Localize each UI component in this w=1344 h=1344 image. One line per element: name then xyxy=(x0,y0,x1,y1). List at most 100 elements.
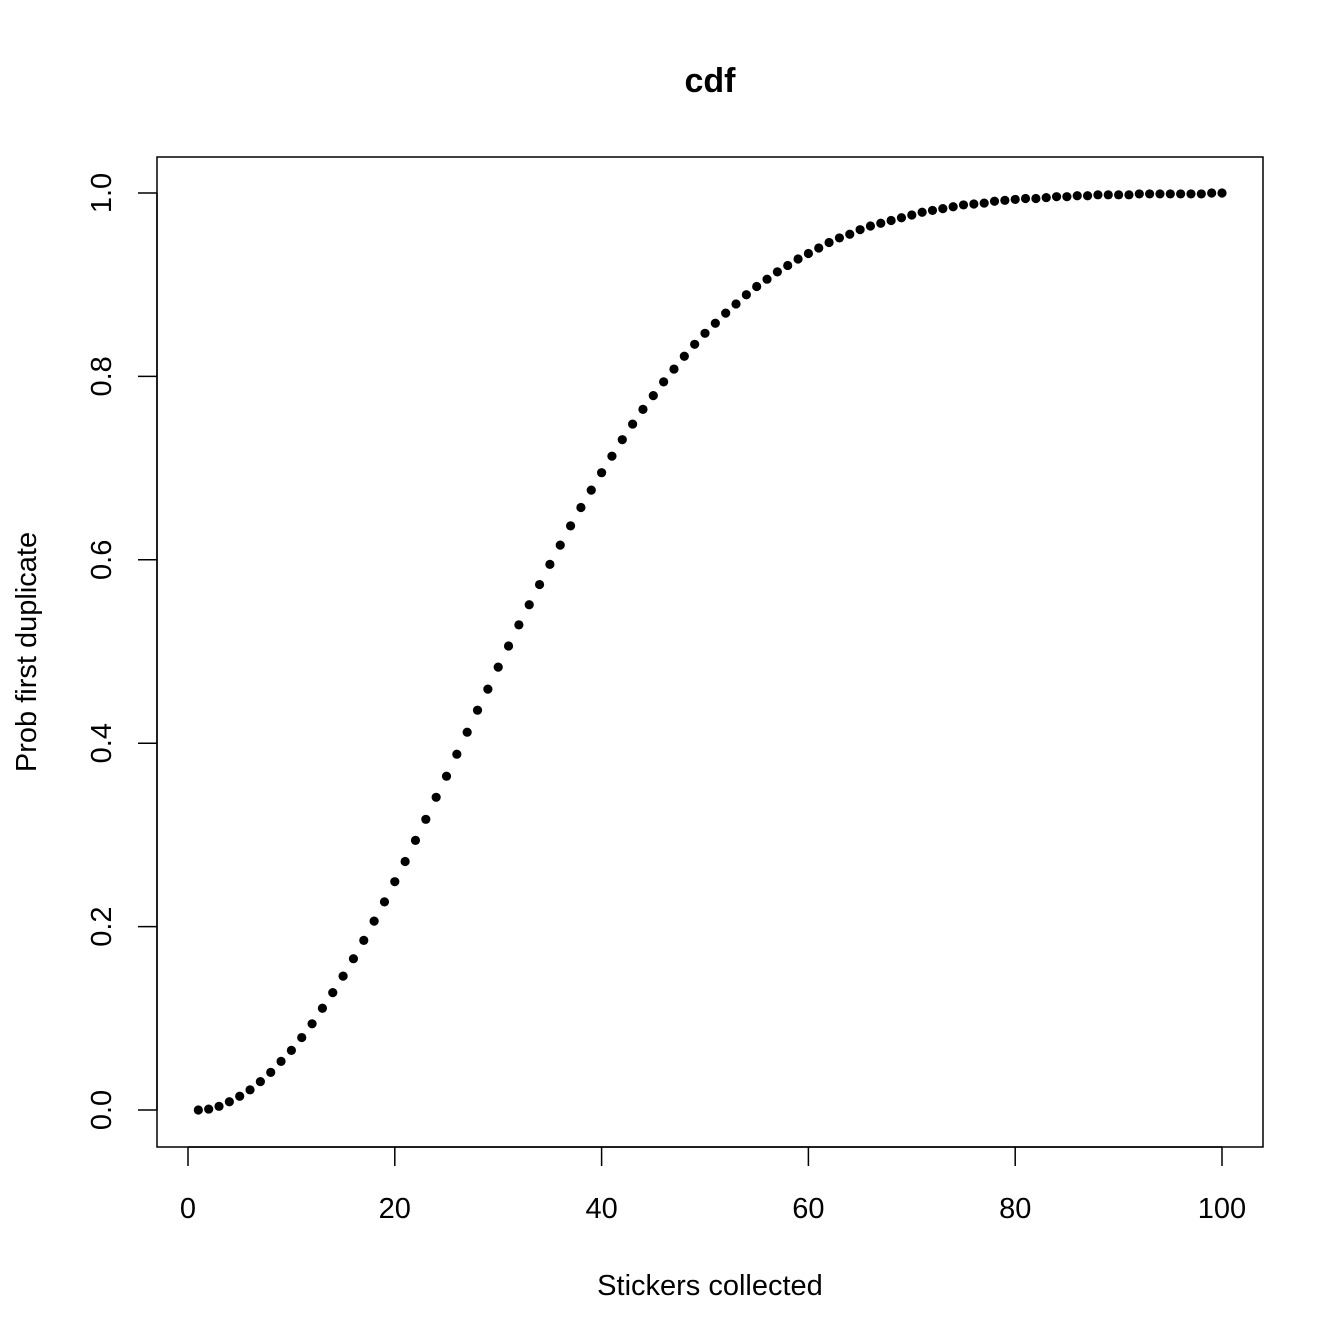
data-point xyxy=(514,620,524,630)
data-point xyxy=(731,299,741,309)
data-point xyxy=(534,579,545,590)
data-point xyxy=(865,221,876,231)
data-point xyxy=(565,521,576,531)
data-point xyxy=(255,1076,265,1087)
data-point xyxy=(700,328,710,338)
x-tick-label: 80 xyxy=(999,1193,1031,1225)
data-point xyxy=(276,1056,286,1066)
data-point xyxy=(245,1085,255,1095)
data-point xyxy=(710,318,720,328)
data-point xyxy=(297,1032,307,1043)
data-point xyxy=(1165,189,1175,199)
data-point xyxy=(286,1045,296,1055)
data-point xyxy=(762,274,772,284)
data-point xyxy=(1041,192,1051,203)
data-point xyxy=(193,1105,203,1115)
data-point xyxy=(317,1003,328,1013)
data-point xyxy=(907,210,917,220)
data-point xyxy=(824,237,834,248)
x-axis: 0 20 40 60 80 100 xyxy=(180,1146,1246,1225)
data-point xyxy=(741,290,751,300)
data-point xyxy=(338,971,348,981)
data-point xyxy=(721,308,731,318)
data-point xyxy=(328,988,338,998)
plot-frame xyxy=(156,156,1264,1148)
data-point xyxy=(307,1019,317,1029)
y-axis-label: Prob first duplicate xyxy=(11,532,43,772)
data-point xyxy=(679,351,689,361)
data-point xyxy=(400,856,410,867)
data-point xyxy=(224,1097,234,1107)
x-axis-label: Stickers collected xyxy=(597,1270,823,1302)
data-point xyxy=(669,364,679,374)
data-point xyxy=(628,419,638,429)
y-axis: 0.0 0.2 0.4 0.6 0.8 1.0 xyxy=(86,173,158,1130)
data-point xyxy=(1176,189,1186,199)
data-point xyxy=(1010,194,1020,205)
data-point xyxy=(483,684,493,694)
data-point xyxy=(1196,189,1206,199)
data-point xyxy=(814,243,824,253)
data-point xyxy=(772,267,782,277)
data-point xyxy=(1145,189,1155,199)
data-point xyxy=(493,662,503,672)
data-point xyxy=(979,198,989,208)
chart-title: cdf xyxy=(685,62,737,100)
data-point xyxy=(1207,188,1217,198)
data-point xyxy=(690,339,700,349)
y-tick-label: 0.2 xyxy=(86,906,118,946)
data-point xyxy=(783,260,793,271)
data-point xyxy=(348,954,359,964)
data-point xyxy=(886,215,896,226)
x-tick-label: 60 xyxy=(792,1193,824,1225)
x-tick-label: 100 xyxy=(1198,1193,1246,1225)
data-point xyxy=(1000,195,1010,205)
data-point xyxy=(948,202,958,212)
data-point xyxy=(452,749,462,759)
data-point xyxy=(266,1067,276,1078)
data-point xyxy=(545,559,555,569)
data-point xyxy=(359,935,369,945)
data-point xyxy=(1114,190,1124,200)
data-point xyxy=(472,705,483,715)
y-tick-label: 0.0 xyxy=(86,1090,118,1130)
y-tick-label: 0.6 xyxy=(86,540,118,580)
data-point xyxy=(1082,191,1093,201)
data-point xyxy=(431,792,441,802)
data-point xyxy=(1134,189,1144,199)
data-point xyxy=(369,916,379,926)
data-point xyxy=(1217,188,1227,198)
data-point xyxy=(1031,193,1041,204)
x-tick-label: 40 xyxy=(585,1193,617,1225)
data-point xyxy=(462,727,472,737)
x-tick-label: 0 xyxy=(180,1193,196,1225)
data-point xyxy=(917,207,927,217)
data-point xyxy=(1186,189,1196,199)
data-point xyxy=(1124,190,1134,200)
data-point xyxy=(855,225,865,235)
data-point xyxy=(648,391,658,401)
data-point xyxy=(752,281,762,292)
data-point xyxy=(876,218,886,228)
data-point xyxy=(503,641,514,651)
data-point xyxy=(576,502,586,513)
data-point xyxy=(555,540,565,550)
data-point xyxy=(441,771,452,781)
data-point xyxy=(410,835,421,846)
data-point xyxy=(1062,192,1072,202)
data-point xyxy=(969,199,979,209)
data-point xyxy=(927,205,938,216)
data-point xyxy=(938,203,948,214)
data-points xyxy=(193,188,1227,1115)
data-point xyxy=(524,600,534,610)
data-point xyxy=(607,451,617,461)
data-point xyxy=(896,213,907,223)
data-point xyxy=(586,485,596,495)
data-point xyxy=(659,377,669,387)
data-point xyxy=(379,897,390,907)
data-point xyxy=(845,229,855,239)
data-point xyxy=(617,435,627,445)
data-point xyxy=(597,468,607,478)
data-point xyxy=(1072,191,1082,201)
